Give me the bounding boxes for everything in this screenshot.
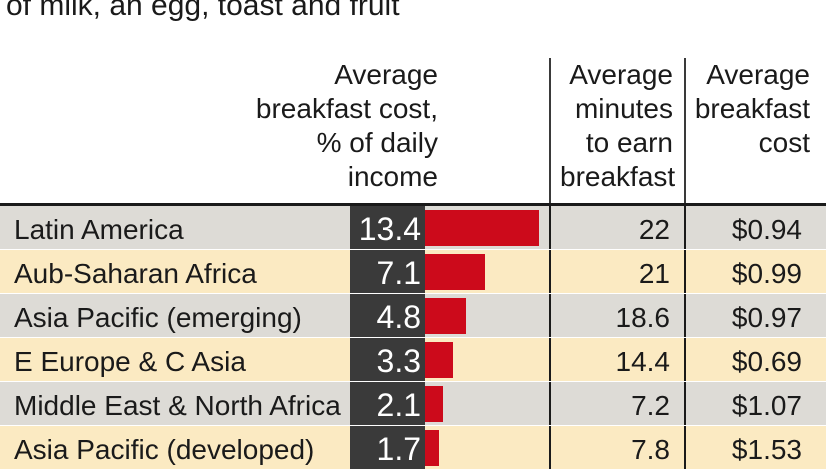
column-divider: [684, 382, 686, 425]
cost-percent-value: 7.1: [350, 250, 425, 293]
column-divider: [549, 206, 551, 249]
header-rule: [0, 203, 826, 206]
minutes-value: 21: [638, 258, 670, 289]
chart-subtitle: of milk, an egg, toast and fruit: [6, 0, 400, 22]
cost-value: $0.97: [731, 302, 802, 333]
table-row: E Europe & C Asia 3.3 14.4 $0.69: [0, 338, 826, 381]
column-divider: [549, 338, 551, 381]
cost-percent-value: 2.1: [350, 382, 425, 425]
table-row: Aub-Saharan Africa 7.1 21 $0.99: [0, 250, 826, 293]
cost-value: $0.69: [731, 346, 802, 377]
table-row: Asia Pacific (developed) 1.7 7.8 $1.53: [0, 426, 826, 469]
cost-percent-bar: [425, 430, 439, 466]
region-label: Asia Pacific (developed): [14, 434, 315, 465]
cost-percent-bar: [425, 342, 453, 378]
cost-percent-value: 4.8: [350, 294, 425, 337]
region-label: Middle East & North Africa: [14, 390, 341, 421]
header-divider-2: [684, 58, 686, 205]
minutes-value: 22: [638, 214, 670, 245]
column-divider: [684, 338, 686, 381]
table-row: Asia Pacific (emerging) 4.8 18.6 $0.97: [0, 294, 826, 337]
cost-value: $1.07: [731, 390, 802, 421]
cost-percent-bar: [425, 386, 443, 422]
cost-value: $0.94: [731, 214, 802, 245]
cost-value: $1.53: [731, 434, 802, 465]
table-row: Latin America 13.4 22 $0.94: [0, 206, 826, 249]
cost-value: $0.99: [731, 258, 802, 289]
column-divider: [549, 382, 551, 425]
column-divider: [684, 206, 686, 249]
header-minutes: Average minutes to earn breakfast: [560, 59, 676, 192]
cost-percent-value: 3.3: [350, 338, 425, 381]
region-label: Asia Pacific (emerging): [14, 302, 302, 333]
cost-percent-value: 1.7: [350, 426, 425, 469]
minutes-value: 7.2: [631, 390, 670, 421]
column-divider: [684, 426, 686, 469]
cost-percent-bar: [425, 254, 485, 290]
header-divider-1: [549, 58, 551, 205]
column-divider: [684, 294, 686, 337]
minutes-value: 7.8: [631, 434, 670, 465]
column-divider: [549, 294, 551, 337]
minutes-value: 18.6: [615, 302, 671, 333]
region-label: Latin America: [14, 214, 184, 245]
column-divider: [549, 426, 551, 469]
column-divider: [549, 250, 551, 293]
region-label: Aub-Saharan Africa: [14, 258, 257, 289]
cost-percent-value: 13.4: [350, 206, 425, 249]
header-cost: Average breakfast cost: [694, 59, 810, 158]
region-label: E Europe & C Asia: [14, 346, 246, 377]
minutes-value: 14.4: [615, 346, 671, 377]
cost-percent-bar: [425, 210, 539, 246]
header-cost-percent: Average breakfast cost, % of daily incom…: [255, 59, 438, 192]
column-divider: [684, 250, 686, 293]
table-row: Middle East & North Africa 2.1 7.2 $1.07: [0, 382, 826, 425]
cost-percent-bar: [425, 298, 466, 334]
